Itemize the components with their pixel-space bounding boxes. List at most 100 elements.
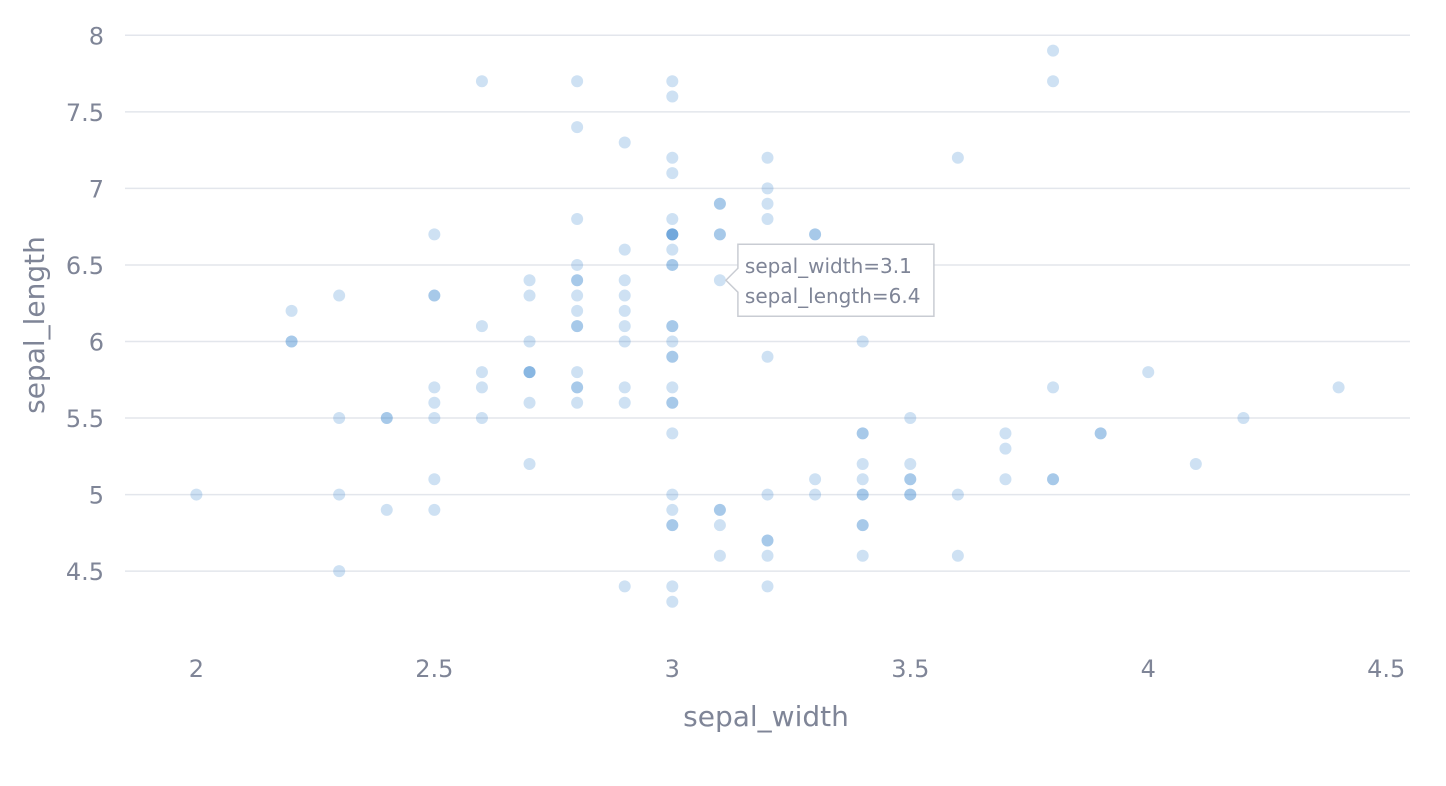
data-point[interactable] bbox=[428, 412, 441, 425]
data-point[interactable] bbox=[713, 197, 726, 210]
data-point[interactable] bbox=[571, 381, 584, 394]
data-point[interactable] bbox=[666, 519, 679, 532]
data-point[interactable] bbox=[571, 381, 584, 394]
data-point[interactable] bbox=[666, 350, 679, 363]
data-point[interactable] bbox=[856, 519, 869, 532]
data-point[interactable] bbox=[475, 75, 488, 88]
data-point[interactable] bbox=[380, 412, 393, 425]
data-point[interactable] bbox=[428, 228, 441, 241]
data-point[interactable] bbox=[666, 381, 679, 394]
data-point[interactable] bbox=[571, 320, 584, 333]
data-point[interactable] bbox=[523, 289, 536, 302]
data-point[interactable] bbox=[666, 243, 679, 256]
data-point[interactable] bbox=[856, 427, 869, 440]
data-point[interactable] bbox=[523, 457, 536, 470]
data-point[interactable] bbox=[666, 519, 679, 532]
data-point[interactable] bbox=[428, 289, 441, 302]
data-point[interactable] bbox=[428, 396, 441, 409]
data-point[interactable] bbox=[809, 228, 822, 241]
data-point[interactable] bbox=[999, 473, 1012, 486]
data-point[interactable] bbox=[999, 442, 1012, 455]
data-point[interactable] bbox=[666, 396, 679, 409]
data-point[interactable] bbox=[571, 258, 584, 271]
data-point[interactable] bbox=[761, 534, 774, 547]
data-point[interactable] bbox=[761, 488, 774, 501]
data-point[interactable] bbox=[904, 488, 917, 501]
data-point[interactable] bbox=[713, 549, 726, 562]
data-point[interactable] bbox=[713, 197, 726, 210]
data-point[interactable] bbox=[761, 549, 774, 562]
data-point[interactable] bbox=[428, 381, 441, 394]
data-point[interactable] bbox=[618, 335, 631, 348]
data-point[interactable] bbox=[1189, 457, 1202, 470]
data-point[interactable] bbox=[1237, 412, 1250, 425]
data-point[interactable] bbox=[904, 457, 917, 470]
data-point[interactable] bbox=[571, 121, 584, 134]
data-point[interactable] bbox=[856, 427, 869, 440]
data-point[interactable] bbox=[666, 228, 679, 241]
data-point[interactable] bbox=[904, 473, 917, 486]
data-point[interactable] bbox=[666, 350, 679, 363]
data-point[interactable] bbox=[475, 381, 488, 394]
data-point[interactable] bbox=[761, 182, 774, 195]
data-point[interactable] bbox=[666, 335, 679, 348]
data-point[interactable] bbox=[666, 228, 679, 241]
data-point[interactable] bbox=[761, 213, 774, 226]
data-point[interactable] bbox=[856, 549, 869, 562]
data-point[interactable] bbox=[1047, 381, 1060, 394]
data-point[interactable] bbox=[1094, 427, 1107, 440]
data-point[interactable] bbox=[1332, 381, 1345, 394]
data-point[interactable] bbox=[523, 366, 536, 379]
data-point[interactable] bbox=[904, 488, 917, 501]
data-point[interactable] bbox=[523, 396, 536, 409]
data-point[interactable] bbox=[904, 412, 917, 425]
data-point[interactable] bbox=[1047, 44, 1060, 57]
data-point[interactable] bbox=[666, 320, 679, 333]
data-point[interactable] bbox=[666, 75, 679, 88]
data-point[interactable] bbox=[856, 488, 869, 501]
data-point[interactable] bbox=[713, 228, 726, 241]
data-point[interactable] bbox=[618, 136, 631, 149]
data-point[interactable] bbox=[1142, 366, 1155, 379]
data-point[interactable] bbox=[666, 228, 679, 241]
data-point[interactable] bbox=[380, 503, 393, 516]
data-point[interactable] bbox=[713, 519, 726, 532]
data-point[interactable] bbox=[333, 289, 346, 302]
data-point[interactable] bbox=[666, 167, 679, 180]
data-point[interactable] bbox=[523, 274, 536, 287]
data-point[interactable] bbox=[523, 366, 536, 379]
data-point[interactable] bbox=[809, 488, 822, 501]
data-point[interactable] bbox=[618, 304, 631, 317]
data-point[interactable] bbox=[428, 289, 441, 302]
data-point[interactable] bbox=[666, 258, 679, 271]
data-point[interactable] bbox=[666, 488, 679, 501]
data-point[interactable] bbox=[666, 396, 679, 409]
data-point[interactable] bbox=[1047, 473, 1060, 486]
data-point[interactable] bbox=[713, 274, 726, 287]
data-point[interactable] bbox=[713, 503, 726, 516]
data-point[interactable] bbox=[951, 549, 964, 562]
data-point[interactable] bbox=[666, 213, 679, 226]
data-point[interactable] bbox=[475, 412, 488, 425]
data-point[interactable] bbox=[666, 580, 679, 593]
data-point[interactable] bbox=[571, 289, 584, 302]
data-point[interactable] bbox=[571, 75, 584, 88]
data-point[interactable] bbox=[856, 488, 869, 501]
data-point[interactable] bbox=[666, 90, 679, 103]
data-point[interactable] bbox=[856, 519, 869, 532]
data-point[interactable] bbox=[1047, 473, 1060, 486]
data-point[interactable] bbox=[713, 503, 726, 516]
data-point[interactable] bbox=[571, 320, 584, 333]
data-point[interactable] bbox=[666, 595, 679, 608]
data-point[interactable] bbox=[761, 580, 774, 593]
data-point[interactable] bbox=[285, 335, 298, 348]
data-point[interactable] bbox=[713, 228, 726, 241]
data-point[interactable] bbox=[761, 350, 774, 363]
data-point[interactable] bbox=[618, 243, 631, 256]
data-point[interactable] bbox=[951, 151, 964, 164]
data-point[interactable] bbox=[856, 335, 869, 348]
data-point[interactable] bbox=[856, 457, 869, 470]
data-point[interactable] bbox=[523, 366, 536, 379]
data-point[interactable] bbox=[618, 289, 631, 302]
data-point[interactable] bbox=[1094, 427, 1107, 440]
